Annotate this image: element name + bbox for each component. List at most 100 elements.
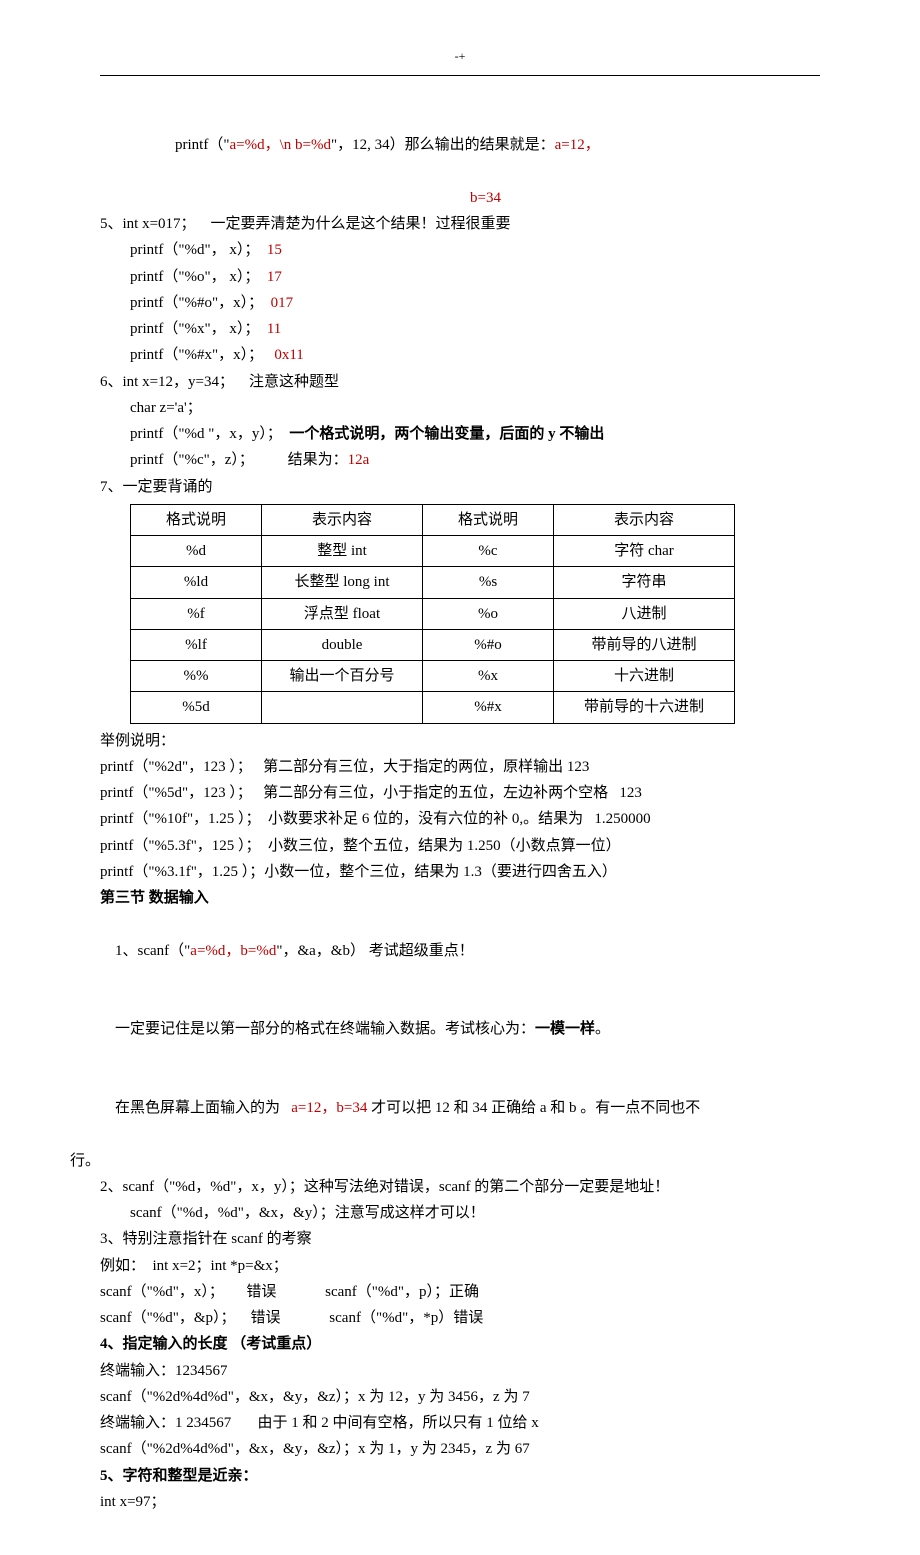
table-cell: 字符 char [554, 536, 735, 567]
red-text: 17 [267, 269, 282, 285]
table-cell: %5d [131, 692, 262, 723]
txt: 才可以把 12 和 34 正确给 a 和 b 。有一点不同也不 [367, 1100, 700, 1116]
table-cell: 整型 int [262, 536, 423, 567]
text-line: printf（"%d"， x）； 15 [100, 237, 820, 263]
text-line: 2、scanf（"%d，%d"，x，y）；这种写法绝对错误，scanf 的第二个… [100, 1174, 820, 1200]
text-line: 终端输入：1 234567 由于 1 和 2 中间有空格，所以只有 1 位给 x [100, 1410, 820, 1436]
txt: printf（"%d"， x）； [130, 242, 259, 258]
red-text: a=12， [555, 137, 600, 153]
table-row: %f 浮点型 float %o 八进制 [131, 598, 735, 629]
text-line: 行。 [70, 1148, 820, 1174]
text-line: scanf（"%d"，x）； 错误 scanf（"%d"，p）；正确 [100, 1279, 820, 1305]
table-header: 格式说明 [131, 504, 262, 535]
text-line: scanf（"%d"，&p）； 错误 scanf（"%d"，*p）错误 [100, 1305, 820, 1331]
text-line: printf（"%c"，z）； 结果为：12a [100, 447, 820, 473]
table-cell: %c [423, 536, 554, 567]
text-line: printf（"%2d"，123 ）； 第二部分有三位，大于指定的两位，原样输出… [100, 754, 820, 780]
header-mark: -+ [100, 46, 820, 67]
txt: printf（"%o"， x）； [130, 269, 259, 285]
red-text: 0x11 [274, 347, 303, 363]
txt: 在黑色屏幕上面输入的为 [115, 1100, 291, 1116]
text-line: 例如： int x=2；int *p=&x； [100, 1253, 820, 1279]
format-table: 格式说明 表示内容 格式说明 表示内容 %d 整型 int %c 字符 char… [130, 504, 735, 724]
text-line: 一定要记住是以第一部分的格式在终端输入数据。考试核心为：一模一样。 [100, 990, 820, 1069]
text-line: scanf（"%2d%4d%d"，&x，&y，&z）；x 为 1，y 为 234… [100, 1436, 820, 1462]
text-line: b=34 [100, 185, 820, 211]
table-cell: 浮点型 float [262, 598, 423, 629]
text-line: printf（"%#x"，x）； 0x11 [100, 342, 820, 368]
bold-text: 一个格式说明，两个输出变量，后面的 y 不输出 [289, 426, 604, 442]
table-cell: %ld [131, 567, 262, 598]
red-text: a=12，b=34 [291, 1100, 367, 1116]
text-line: 7、一定要背诵的 [100, 474, 820, 500]
text-line: printf（"%5.3f"，125 ）； 小数三位，整个五位，结果为 1.25… [100, 833, 820, 859]
text-line: 1、scanf（"a=%d，b=%d"，&a，&b） 考试超级重点！ [100, 911, 820, 990]
text-line: scanf（"%d，%d"，&x，&y）；注意写成这样才可以！ [100, 1200, 820, 1226]
red-text: a=%d，\n b=%d [229, 137, 331, 153]
txt: printf（"%d "，x，y）； [130, 426, 282, 442]
table-cell: %d [131, 536, 262, 567]
text-line: 举例说明： [100, 728, 820, 754]
table-cell: double [262, 629, 423, 660]
text-line: 3、特别注意指针在 scanf 的考察 [100, 1226, 820, 1252]
table-row: %5d %#x 带前导的十六进制 [131, 692, 735, 723]
table-row: %% 输出一个百分号 %x 十六进制 [131, 661, 735, 692]
txt: 1、scanf（" [115, 943, 190, 959]
table-cell: %% [131, 661, 262, 692]
table-row: %d 整型 int %c 字符 char [131, 536, 735, 567]
table-header: 表示内容 [262, 504, 423, 535]
text-line: printf（"%o"， x）； 17 [100, 264, 820, 290]
txt: printf（"%#o"，x）； [130, 295, 263, 311]
txt: printf（"%c"，z）； 结果为： [130, 452, 348, 468]
section-heading: 第三节 数据输入 [100, 885, 820, 911]
table-cell: 输出一个百分号 [262, 661, 423, 692]
text-line: printf（"a=%d，\n b=%d"，12, 34）那么输出的结果就是：a… [100, 106, 820, 185]
table-cell: 带前导的十六进制 [554, 692, 735, 723]
text-line: printf（"%#o"，x）； 017 [100, 290, 820, 316]
txt: printf（"%#x"，x）； [130, 347, 263, 363]
red-text: b=34 [100, 185, 501, 211]
txt: 一定要记住是以第一部分的格式在终端输入数据。考试核心为： [115, 1021, 535, 1037]
table-cell [262, 692, 423, 723]
table-cell: %f [131, 598, 262, 629]
table-cell: %lf [131, 629, 262, 660]
table-cell: 带前导的八进制 [554, 629, 735, 660]
bold-text: 4、指定输入的长度 （考试重点） [100, 1331, 820, 1357]
document-page: -+ printf（"a=%d，\n b=%d"，12, 34）那么输出的结果就… [0, 0, 920, 1555]
text-line: printf（"%10f"，1.25 ）； 小数要求补足 6 位的，没有六位的补… [100, 806, 820, 832]
red-text: a=%d，b=%d [190, 943, 276, 959]
table-row: %lf double %#o 带前导的八进制 [131, 629, 735, 660]
red-text: 11 [267, 321, 281, 337]
table-cell: %#o [423, 629, 554, 660]
table-cell: 字符串 [554, 567, 735, 598]
table-header: 格式说明 [423, 504, 554, 535]
text-line: int x=97； [100, 1489, 820, 1515]
text-line: printf（"%5d"，123 ）； 第二部分有三位，小于指定的五位，左边补两… [100, 780, 820, 806]
table-row: %ld 长整型 long int %s 字符串 [131, 567, 735, 598]
text-line: printf（"%x"， x）； 11 [100, 316, 820, 342]
txt: "，&a，&b） 考试超级重点！ [276, 943, 473, 959]
table-header: 表示内容 [554, 504, 735, 535]
txt: 。 [595, 1021, 610, 1037]
table-cell: %o [423, 598, 554, 629]
table-row: 格式说明 表示内容 格式说明 表示内容 [131, 504, 735, 535]
text-line: scanf（"%2d%4d%d"，&x，&y，&z）；x 为 12，y 为 34… [100, 1384, 820, 1410]
text-line: char z='a'； [100, 395, 820, 421]
red-text: 15 [267, 242, 282, 258]
txt: "，12, 34）那么输出的结果就是： [331, 137, 555, 153]
text-line: 6、int x=12，y=34； 注意这种题型 [100, 369, 820, 395]
bold-text: 一模一样 [535, 1021, 595, 1037]
red-text: 017 [271, 295, 294, 311]
table-cell: 长整型 long int [262, 567, 423, 598]
text-line: 5、int x=017； 一定要弄清楚为什么是这个结果！过程很重要 [100, 211, 820, 237]
table-cell: 八进制 [554, 598, 735, 629]
text-line: printf（"%3.1f"，1.25 ）；小数一位，整个三位，结果为 1.3（… [100, 859, 820, 885]
table-cell: 十六进制 [554, 661, 735, 692]
table-cell: %#x [423, 692, 554, 723]
text-line: printf（"%d "，x，y）； 一个格式说明，两个输出变量，后面的 y 不… [100, 421, 820, 447]
text-line: 在黑色屏幕上面输入的为 a=12，b=34 才可以把 12 和 34 正确给 a… [100, 1069, 820, 1148]
txt: printf（" [175, 137, 229, 153]
bold-text: 5、字符和整型是近亲： [100, 1463, 820, 1489]
table-cell: %s [423, 567, 554, 598]
text-line: 终端输入：1234567 [100, 1358, 820, 1384]
